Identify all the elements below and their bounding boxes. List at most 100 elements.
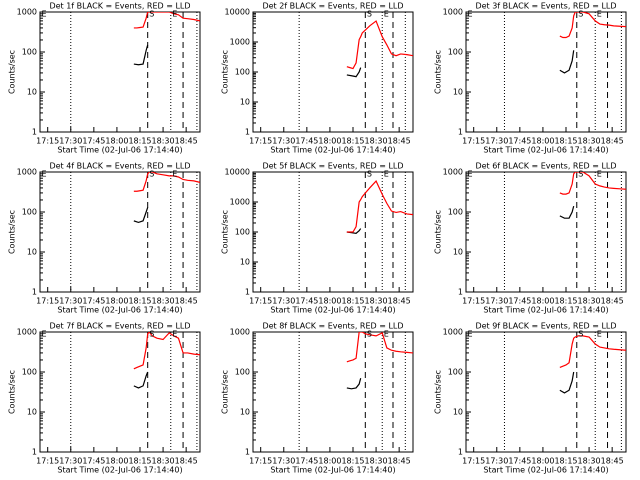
plot-area <box>298 172 413 292</box>
annotation: E <box>384 330 389 339</box>
y-axis-label: Counts/sec <box>221 50 230 94</box>
x-tick-label: 18:15 <box>341 457 364 466</box>
series-line <box>133 12 200 29</box>
plot-frame <box>465 171 627 293</box>
panel: Det 4f BLACK = Events, RED = LLD 1 10 100 10… <box>8 162 201 315</box>
series-line <box>133 332 200 370</box>
series-line <box>133 207 149 224</box>
x-tick-label: 18:30 <box>152 297 175 306</box>
panel: Det 6f BLACK = Events, RED = LLD 1 10 100 10… <box>434 162 627 315</box>
x-tick-label: 18:30 <box>365 457 388 466</box>
plot-frame <box>39 171 201 293</box>
y-tick-label: 1000 <box>230 328 250 337</box>
x-tick-label: 17:45 <box>82 297 105 306</box>
annotation: E <box>42 330 47 339</box>
x-tick-label: 18:45 <box>388 137 411 146</box>
y-tick-label: 1 <box>32 128 37 137</box>
plot-frame <box>39 11 201 133</box>
annotation: S <box>149 330 154 339</box>
x-axis-label: Start Time (02-Jul-06 17:14:40) <box>57 306 182 315</box>
panel: Det 3f BLACK = Events, RED = LLD 1 10 100 10… <box>434 2 627 155</box>
y-tick-label: 1 <box>458 128 463 137</box>
x-tick-label: 17:30 <box>272 297 295 306</box>
plot-area <box>503 12 626 132</box>
x-tick-label: 18:00 <box>318 457 341 466</box>
x-tick-label: 18:15 <box>128 297 151 306</box>
x-tick-label: 17:15 <box>462 137 485 146</box>
x-tick-label: 18:00 <box>531 297 554 306</box>
annotation: E <box>42 10 47 19</box>
annotation: E <box>172 170 177 179</box>
panel: Det 9f BLACK = Events, RED = LLD 1 10 100 10… <box>434 322 627 475</box>
plot-area <box>70 172 200 292</box>
x-tick-label: 18:00 <box>531 137 554 146</box>
y-tick-label: 100 <box>235 368 250 377</box>
x-tick-label: 18:45 <box>601 137 624 146</box>
y-tick-label: 100 <box>235 228 250 237</box>
x-tick-label: 17:45 <box>295 297 318 306</box>
x-tick-label: 17:15 <box>36 297 59 306</box>
series-line <box>559 12 626 39</box>
x-tick-label: 17:45 <box>508 457 531 466</box>
y-axis-label: Counts/sec <box>8 370 17 414</box>
panel: Det 7f BLACK = Events, RED = LLD 1 10 100 10… <box>8 322 201 475</box>
y-tick-label: 10 <box>27 248 37 257</box>
x-axis-label: Start Time (02-Jul-06 17:14:40) <box>483 466 608 475</box>
annotation: S <box>578 10 583 19</box>
x-tick-label: 17:15 <box>36 137 59 146</box>
y-tick-label: 100 <box>448 208 463 217</box>
plot-area <box>298 12 413 132</box>
x-tick-label: 17:15 <box>249 297 272 306</box>
x-tick-label: 18:45 <box>175 137 198 146</box>
plot-frame <box>465 11 627 133</box>
series-line <box>559 172 626 195</box>
x-tick-label: 18:30 <box>365 137 388 146</box>
y-tick-label: 1000 <box>443 168 463 177</box>
x-tick-label: 17:45 <box>295 137 318 146</box>
y-tick-label: 1 <box>245 128 250 137</box>
x-tick-label: 18:45 <box>601 297 624 306</box>
y-tick-label: 1000 <box>17 8 37 17</box>
plot-area <box>503 332 626 452</box>
chart-title: Det 8f BLACK = Events, RED = LLD <box>262 322 403 331</box>
series-line <box>346 332 413 363</box>
chart-title: Det 6f BLACK = Events, RED = LLD <box>475 162 616 171</box>
x-tick-label: 18:30 <box>365 297 388 306</box>
y-axis-label: Counts/sec <box>434 50 443 94</box>
panel: Det 8f BLACK = Events, RED = LLD 1 10 100 10… <box>221 322 414 475</box>
x-tick-label: 17:30 <box>272 137 295 146</box>
x-tick-label: 18:15 <box>341 137 364 146</box>
series-line <box>346 20 413 70</box>
x-tick-label: 18:00 <box>105 297 128 306</box>
series-line <box>133 44 149 66</box>
y-axis-label: Counts/sec <box>221 210 230 254</box>
y-tick-label: 1000 <box>17 328 37 337</box>
series-line <box>133 172 200 192</box>
series-line <box>346 67 362 78</box>
x-tick-label: 18:45 <box>388 297 411 306</box>
y-axis-label: Counts/sec <box>434 210 443 254</box>
annotation: S <box>578 170 583 179</box>
annotation: E <box>42 170 47 179</box>
x-axis-label: Start Time (02-Jul-06 17:14:40) <box>483 146 608 155</box>
x-tick-label: 18:15 <box>554 137 577 146</box>
x-tick-label: 18:45 <box>601 457 624 466</box>
x-tick-label: 18:00 <box>318 297 341 306</box>
y-tick-label: 1000 <box>443 328 463 337</box>
annotation: S <box>149 170 154 179</box>
annotation: S <box>367 170 372 179</box>
annotation: S <box>578 330 583 339</box>
x-tick-label: 18:30 <box>152 137 175 146</box>
annotation: E <box>597 170 602 179</box>
x-tick-label: 17:15 <box>462 457 485 466</box>
annotation: E <box>597 330 602 339</box>
x-tick-label: 17:45 <box>508 137 531 146</box>
x-tick-label: 18:15 <box>554 297 577 306</box>
x-tick-label: 18:30 <box>578 297 601 306</box>
chart-title: Det 3f BLACK = Events, RED = LLD <box>475 2 616 11</box>
y-tick-label: 10000 <box>225 8 250 17</box>
x-tick-label: 17:45 <box>295 457 318 466</box>
y-tick-label: 10 <box>27 408 37 417</box>
y-axis-label: Counts/sec <box>8 210 17 254</box>
x-tick-label: 18:30 <box>578 457 601 466</box>
